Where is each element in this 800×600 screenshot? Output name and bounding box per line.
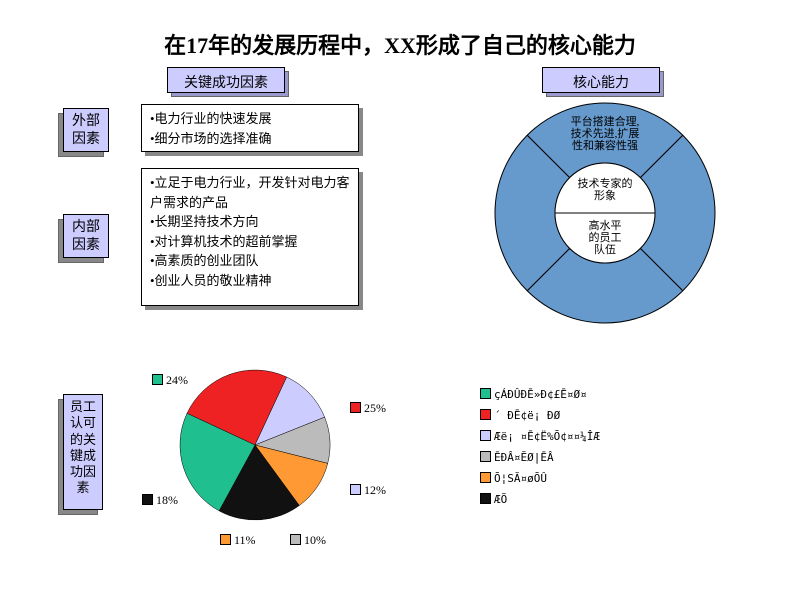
- pie-swatch: [152, 374, 163, 385]
- cat-internal-l1: 内部: [72, 220, 100, 235]
- cat-external-l2: 因素: [72, 132, 100, 147]
- internal-bullet-4: •创业人员的敬业精神: [150, 271, 350, 291]
- glegend-swatch: [480, 388, 491, 399]
- glegend-swatch: [480, 451, 491, 462]
- glegend-text: ´ ĐĒ¢ë¡ ĐØ: [494, 409, 560, 422]
- glegend-row: çÁĐÛĐĒ»Đ¢£Ē¤Ø¤: [480, 388, 740, 400]
- cat-employee-line: 素: [76, 480, 89, 495]
- glegend-text: çÁĐÛĐĒ»Đ¢£Ē¤Ø¤: [494, 388, 587, 401]
- internal-content-box: •立足于电力行业，开发针对电力客户需求的产品 •长期坚持技术方向 •对计算机技术…: [141, 168, 359, 306]
- pie-pct-label: 24%: [152, 373, 188, 388]
- glegend-text: ĒĐÂ¤ĔØ|ĒÂ: [494, 451, 554, 464]
- glegend-row: ĒĐÂ¤ĔØ|ĒÂ: [480, 451, 740, 463]
- glegend-text: Ō¦SĂ¤øŌÛ: [494, 472, 547, 485]
- pie-swatch: [290, 534, 301, 545]
- pie-swatch: [142, 494, 153, 505]
- core-segment-label: 平台搭建合理,技术先进,扩展性和兼容性强: [571, 114, 640, 152]
- cat-employee-line: 认可: [70, 415, 96, 430]
- pie-chart: 25%12%10%11%18%24%: [170, 365, 390, 555]
- glegend-swatch: [480, 430, 491, 441]
- cat-employee-box: 员工认可的关键成功因素: [63, 394, 103, 510]
- glegend-text: Æë¡ ¤Ē¢Ë%Ō¢¤¤¼ÎÆ: [494, 430, 600, 443]
- pie-pct-label: 12%: [350, 483, 386, 498]
- page-title: 在17年的发展历程中，XX形成了自己的核心能力: [0, 28, 800, 60]
- glegend-row: ´ ĐĒ¢ë¡ ĐØ: [480, 409, 740, 421]
- internal-bullet-3: •高素质的创业团队: [150, 251, 350, 271]
- pie-pct-label: 10%: [290, 533, 326, 548]
- glegend-swatch: [480, 472, 491, 483]
- external-content-box: •电力行业的快速发展 •细分市场的选择准确: [141, 104, 359, 152]
- external-bullet-0: •电力行业的快速发展: [150, 109, 350, 129]
- glegend-row: Æë¡ ¤Ē¢Ë%Ō¢¤¤¼ÎÆ: [480, 430, 740, 442]
- cat-employee-line: 功因: [70, 464, 96, 479]
- pie-pct-label: 18%: [142, 493, 178, 508]
- cat-internal-box: 内部 因素: [63, 214, 109, 258]
- header-left-box: 关键成功因素: [167, 67, 285, 93]
- external-bullet-1: •细分市场的选择准确: [150, 129, 350, 149]
- glegend-text: ÆÕ: [494, 493, 507, 506]
- glegend-swatch: [480, 493, 491, 504]
- internal-bullet-0: •立足于电力行业，开发针对电力客户需求的产品: [150, 173, 350, 212]
- glegend-swatch: [480, 409, 491, 420]
- cat-external-box: 外部 因素: [63, 108, 109, 152]
- cat-external-l1: 外部: [72, 114, 100, 129]
- cat-employee-line: 员工: [70, 399, 96, 414]
- pie-pct-label: 25%: [350, 401, 386, 416]
- cat-employee-line: 的关: [70, 432, 96, 447]
- internal-bullet-1: •长期坚持技术方向: [150, 212, 350, 232]
- pie-swatch: [350, 402, 361, 413]
- pie-pct-label: 11%: [220, 533, 256, 548]
- core-circle-diagram: 对电力行业的熟悉对前沿信息系统的技术动态的了解长期以来形成的良好客户关系平台搭建…: [490, 98, 720, 328]
- glegend-row: ÆÕ: [480, 493, 740, 505]
- pie-swatch: [350, 484, 361, 495]
- header-right-box: 核心能力: [542, 67, 660, 93]
- cat-internal-l2: 因素: [72, 238, 100, 253]
- pie-swatch: [220, 534, 231, 545]
- garbled-legend: çÁĐÛĐĒ»Đ¢£Ē¤Ø¤ ´ ĐĒ¢ë¡ ĐØ Æë¡ ¤Ē¢Ë%Ō¢¤¤¼ÎÆ…: [480, 388, 740, 514]
- glegend-row: Ō¦SĂ¤øŌÛ: [480, 472, 740, 484]
- cat-employee-line: 键成: [70, 448, 96, 463]
- internal-bullet-2: •对计算机技术的超前掌握: [150, 232, 350, 252]
